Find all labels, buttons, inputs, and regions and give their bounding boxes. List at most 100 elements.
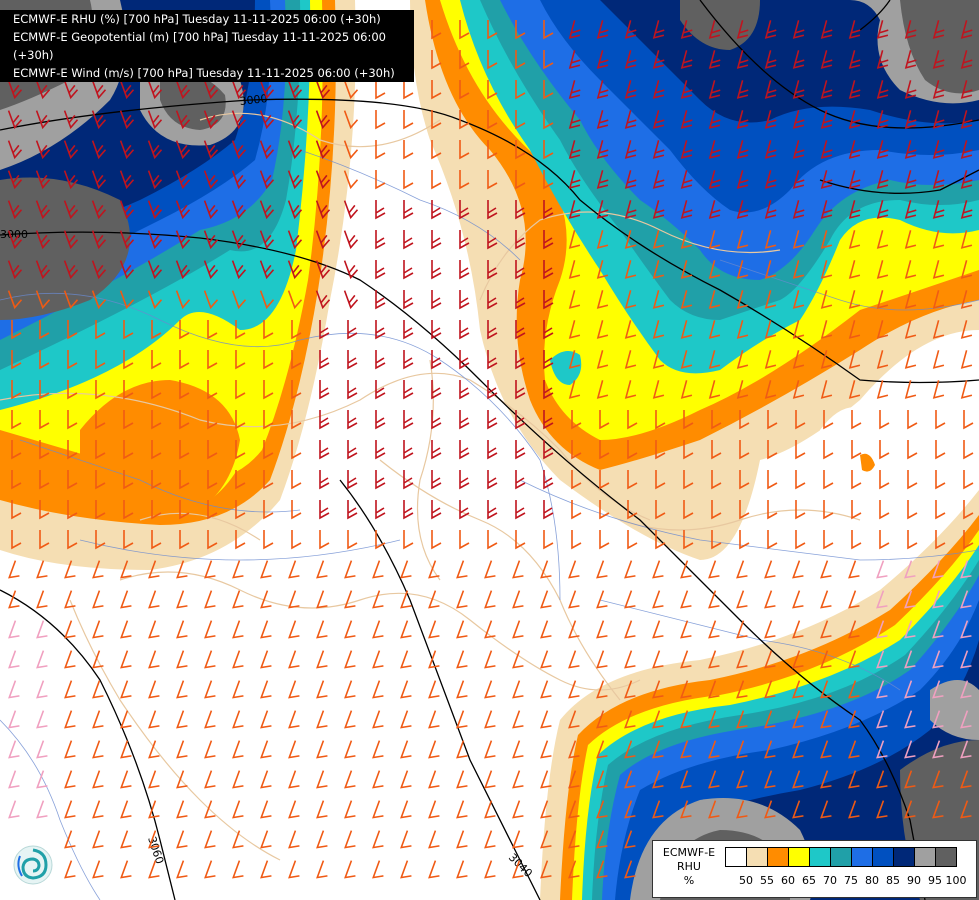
wind-barb	[820, 20, 833, 39]
wind-barb	[596, 680, 608, 699]
wind-barb	[708, 320, 721, 339]
wind-barb	[624, 650, 636, 669]
wind-barb	[711, 530, 722, 550]
wind-barb	[655, 530, 666, 550]
wind-barb	[179, 410, 190, 430]
wind-barb	[456, 680, 468, 699]
wind-barb	[400, 800, 412, 819]
wind-barb	[932, 590, 944, 609]
wind-barb	[876, 200, 889, 219]
wind-barb	[456, 710, 468, 729]
wind-barb	[848, 710, 860, 729]
wind-barb	[708, 20, 721, 39]
wind-barb	[736, 230, 749, 249]
wind-barb	[484, 860, 496, 879]
wind-barb	[652, 80, 665, 99]
wind-barb	[204, 740, 216, 759]
wind-barb	[231, 170, 247, 190]
wind-barb	[851, 470, 862, 490]
wind-barb	[36, 740, 48, 759]
wind-barb	[459, 410, 470, 430]
wind-barb	[515, 290, 526, 310]
wind-barb	[764, 80, 777, 99]
wind-barb	[232, 590, 244, 609]
wind-barb	[179, 470, 190, 490]
wind-barb	[708, 170, 721, 189]
wind-barb	[232, 830, 244, 849]
wind-barb	[652, 170, 665, 189]
wind-barb	[764, 200, 777, 219]
legend-swatch	[872, 847, 894, 867]
wind-barb	[932, 230, 945, 249]
wind-barb	[319, 440, 330, 460]
wind-barb	[319, 530, 330, 550]
wind-barb	[543, 200, 554, 220]
wind-barb	[428, 650, 440, 669]
wind-barb	[175, 260, 191, 280]
legend-tick: 75	[844, 874, 858, 887]
wind-barb	[375, 470, 386, 490]
wind-barb	[319, 500, 330, 520]
wind-barb	[148, 830, 160, 849]
wind-barb	[204, 650, 216, 669]
wind-barb	[736, 800, 748, 819]
wind-barb	[428, 740, 440, 759]
wind-barb	[820, 680, 832, 699]
wind-barb	[596, 590, 608, 609]
wind-barb	[315, 230, 331, 250]
wind-barb	[599, 500, 610, 520]
wind-barb	[932, 170, 945, 189]
wind-barb	[711, 410, 722, 430]
wind-barb	[652, 770, 664, 789]
wind-barb	[820, 320, 833, 339]
wind-barb	[287, 170, 303, 190]
wind-barb	[95, 320, 106, 340]
wind-barb	[680, 140, 693, 159]
wind-barb	[207, 320, 218, 340]
wind-barb	[736, 350, 749, 369]
wind-barb	[372, 560, 384, 579]
wind-barb	[343, 80, 359, 100]
wind-barb	[8, 620, 20, 639]
wind-barb	[259, 230, 275, 250]
wind-barb	[543, 410, 554, 430]
wind-barb	[7, 230, 23, 250]
wind-barb	[315, 200, 331, 220]
wind-barb	[960, 200, 973, 219]
wind-barb	[288, 710, 300, 729]
wind-barb	[95, 410, 106, 430]
wind-barb	[543, 530, 554, 550]
legend-swatch	[809, 847, 831, 867]
wind-barb	[403, 170, 414, 190]
wind-barb	[543, 320, 554, 340]
wind-barb	[120, 740, 132, 759]
wind-barb	[767, 410, 778, 430]
wind-barb	[624, 140, 637, 159]
wind-barb	[652, 200, 665, 219]
wind-barb	[347, 380, 358, 400]
wind-barb	[288, 590, 300, 609]
wind-barb	[372, 740, 384, 759]
wind-barb	[123, 320, 134, 340]
wind-barb	[484, 710, 496, 729]
wind-barb	[260, 560, 272, 579]
wind-barb	[708, 380, 721, 399]
wind-barb	[372, 680, 384, 699]
wind-barb	[232, 560, 244, 579]
wind-barb	[652, 260, 665, 279]
wind-barb	[147, 80, 163, 100]
wind-barb	[148, 710, 160, 729]
wind-barb	[540, 800, 552, 819]
wind-barb	[487, 290, 498, 310]
wind-barb	[960, 650, 972, 669]
wind-barb	[512, 620, 524, 639]
wind-barb	[736, 770, 748, 789]
wind-barb	[515, 110, 526, 130]
wind-barb	[652, 50, 665, 69]
wind-barb	[764, 140, 777, 159]
wind-barb	[764, 770, 776, 789]
wind-barb	[652, 710, 664, 729]
wind-barb	[904, 170, 917, 189]
wind-barb	[932, 680, 944, 699]
wind-barb	[876, 290, 889, 309]
